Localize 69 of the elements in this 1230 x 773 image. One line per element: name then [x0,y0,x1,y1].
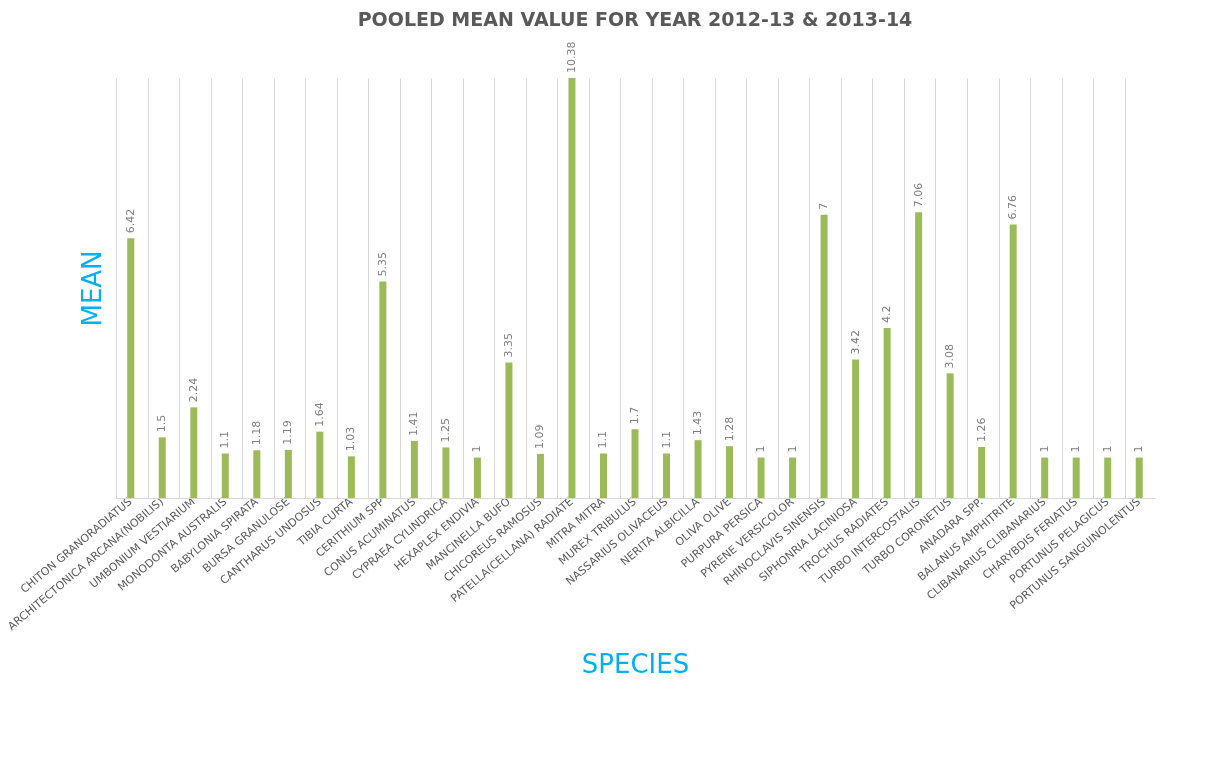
bar [284,449,292,498]
data-label: 3.42 [848,330,862,355]
data-label: 1 [1037,445,1051,453]
data-label: 1.28 [722,416,736,442]
data-label: 1.1 [596,430,610,449]
data-label: 7 [817,202,831,210]
bar [852,359,860,498]
bar [379,281,387,498]
bar [883,328,891,498]
data-label: 1 [785,445,799,453]
bar [1135,457,1143,498]
bar [316,431,324,498]
x-axis-title: SPECIES [581,649,690,680]
bar [1072,457,1080,498]
bar [536,453,544,498]
y-axis-title: MEAN [76,250,107,327]
data-label: 4.2 [880,305,894,324]
data-label: 1.64 [312,402,326,427]
bar [442,447,450,498]
bar [915,212,923,498]
data-label: 1.25 [438,417,452,443]
data-label: 1.1 [659,430,673,449]
data-label: 5.35 [375,252,389,277]
bar [1009,224,1017,498]
bar [1041,457,1049,498]
data-label: 3.35 [501,332,515,358]
data-label: 1.18 [249,420,263,446]
data-label: 1 [754,445,768,453]
data-label: 6.42 [123,208,137,234]
data-label: 1 [470,445,484,453]
bar [663,453,671,498]
data-label: 1.43 [691,410,705,436]
data-label: 1.03 [344,426,358,452]
data-label: 1.5 [155,414,169,433]
bar [726,446,734,498]
bar [190,407,198,498]
data-label: 1.7 [628,406,641,425]
bar [599,453,607,498]
data-label: 1 [1069,445,1083,453]
bar [221,453,229,498]
data-label: 6.76 [1006,194,1020,220]
data-label: 1 [1132,445,1146,453]
bar [1104,457,1112,498]
data-label: 1.1 [218,430,232,449]
bar [568,78,576,498]
bar [410,440,418,498]
data-label: 7.06 [911,182,925,208]
data-label: 1.09 [533,424,547,449]
data-label: 2.24 [186,377,200,403]
data-label: 1.41 [407,411,421,436]
bar [978,447,986,498]
bar [757,457,765,498]
data-label: 1.19 [281,420,295,445]
data-label: 3.08 [943,343,957,369]
bar [127,238,135,498]
bar [347,456,355,498]
bar [789,457,797,498]
bar [473,457,481,498]
bar [253,450,261,498]
chart-title: POOLED MEAN VALUE FOR YEAR 2012-13 & 2013-14 [357,7,913,30]
data-label: 1 [1100,445,1114,453]
bar [505,362,513,498]
bar [631,429,639,498]
data-label: 10.38 [564,41,578,73]
bar [820,214,828,498]
bar [158,437,166,498]
bar [946,373,954,498]
data-label: 1.26 [974,417,988,443]
bar [694,440,702,498]
